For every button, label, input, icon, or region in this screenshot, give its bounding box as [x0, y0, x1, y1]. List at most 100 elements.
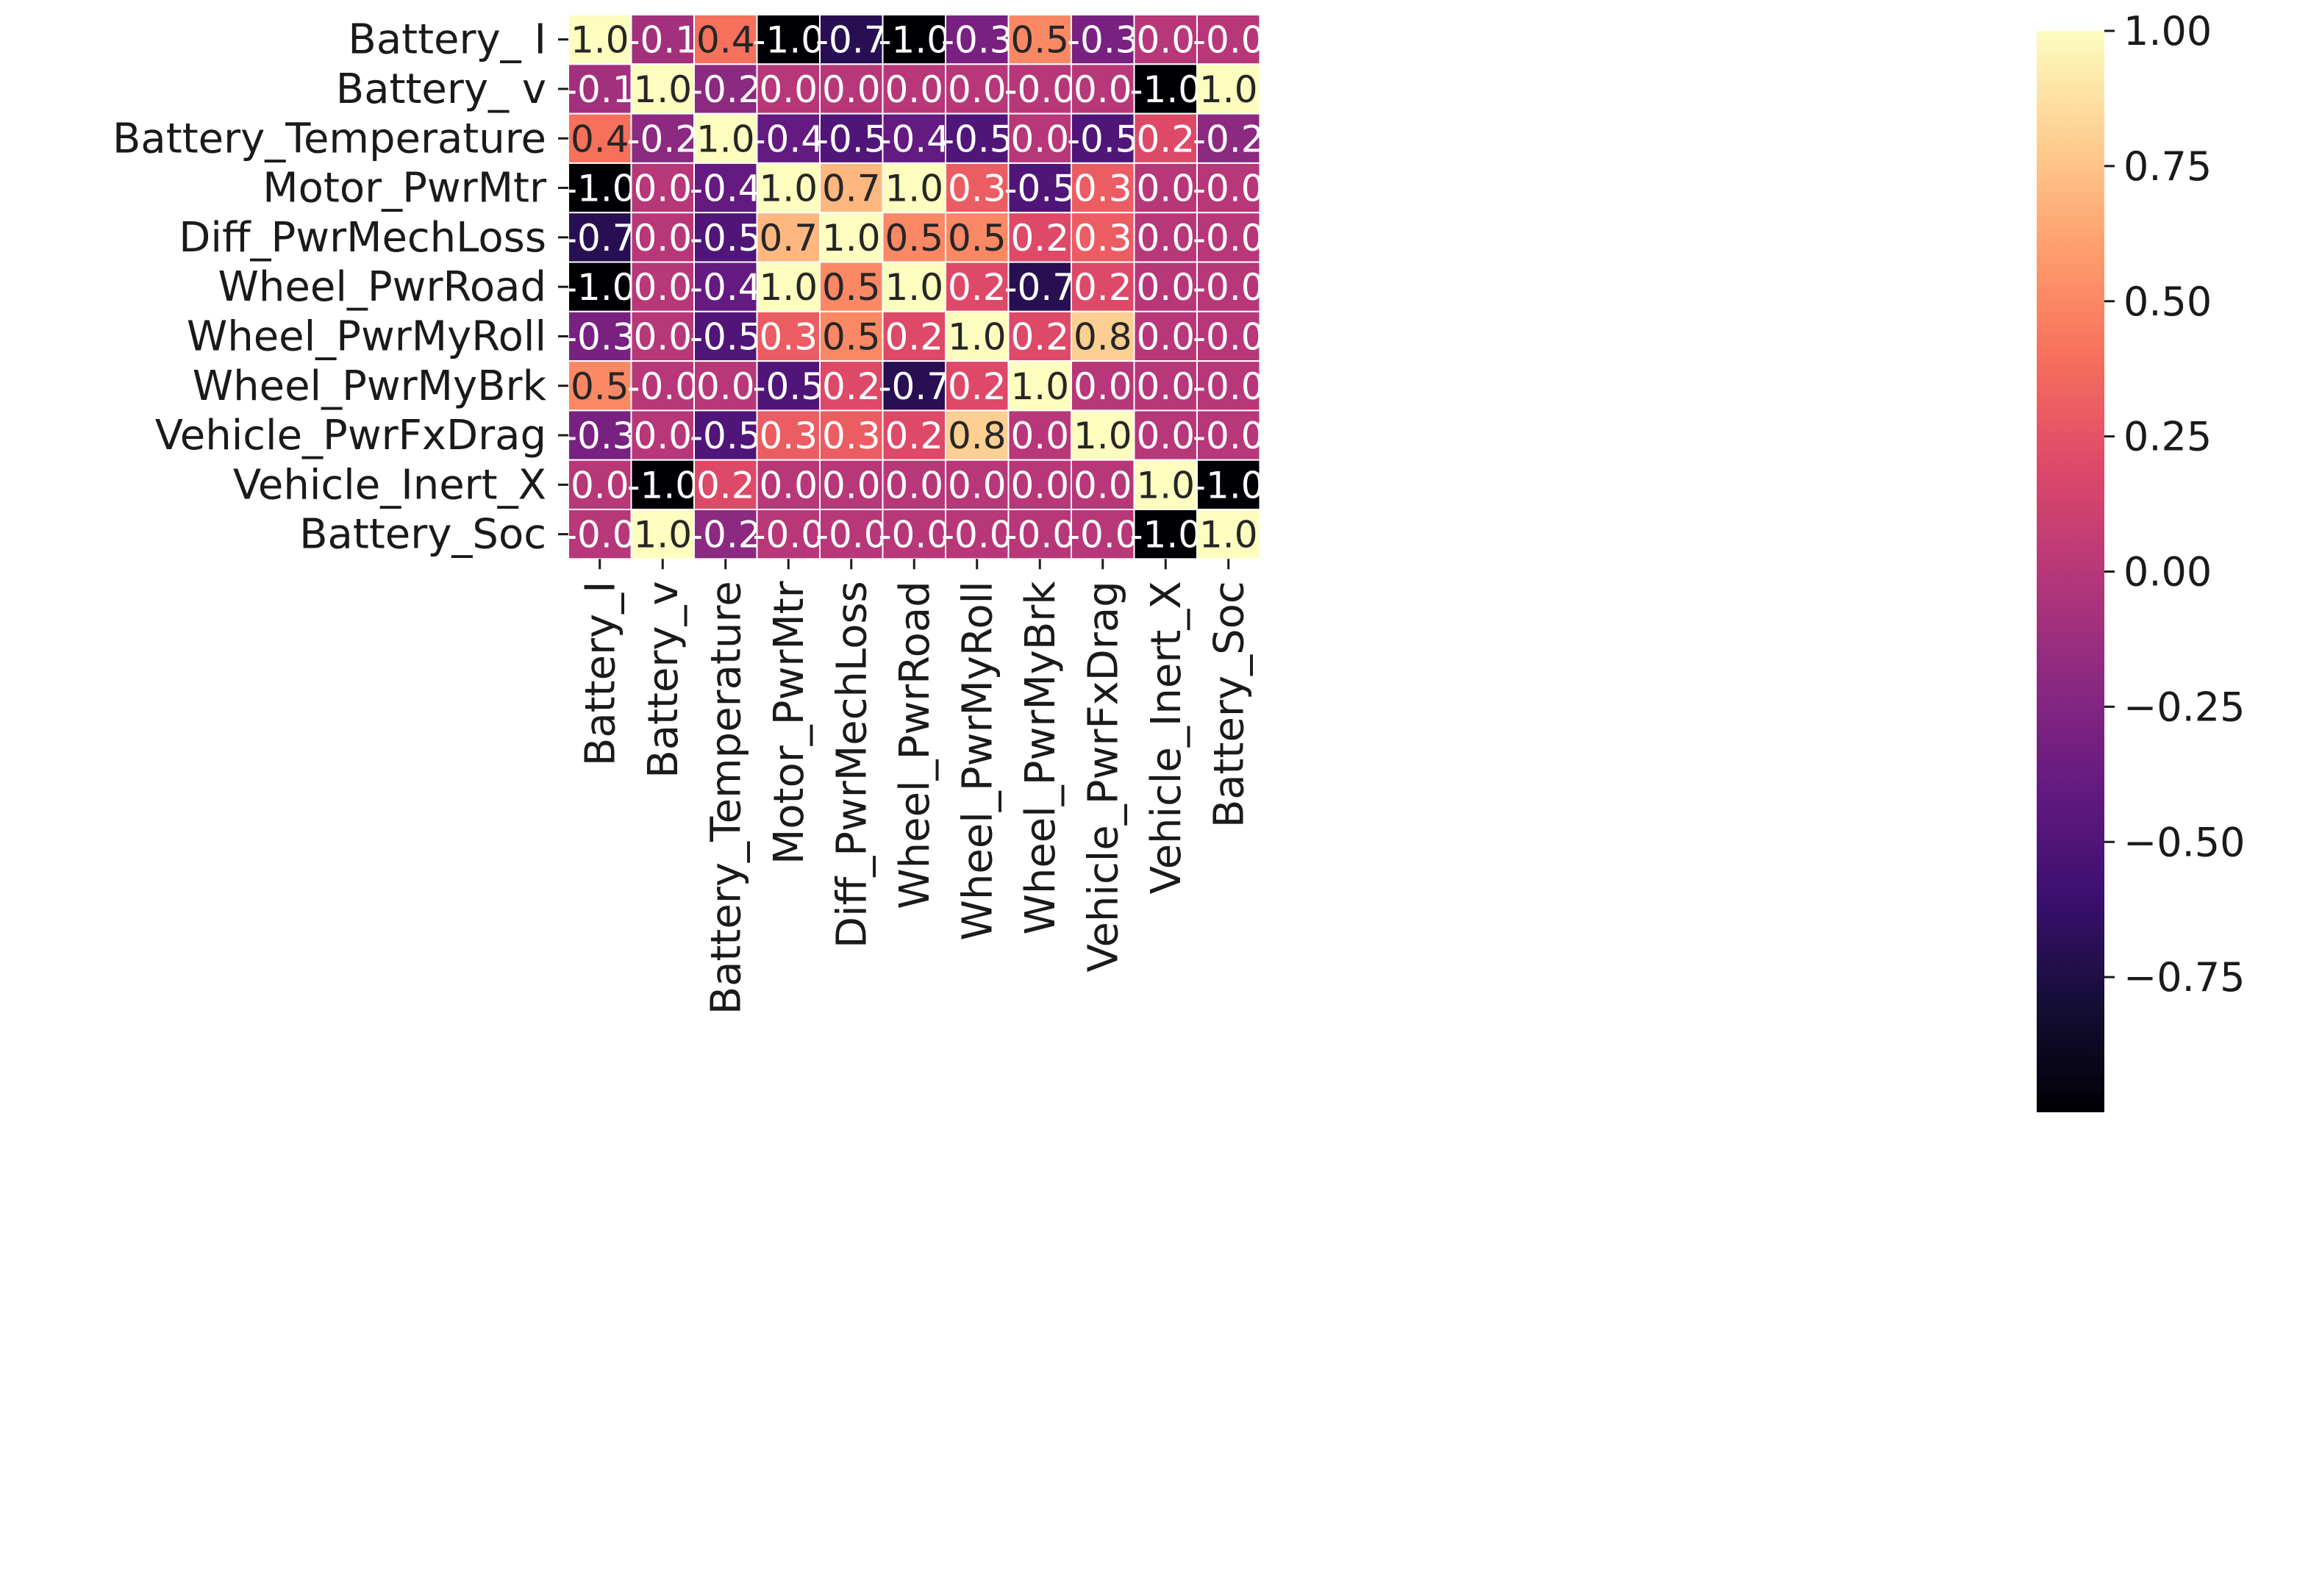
- colorbar-tick-label: −0.50: [2123, 819, 2245, 865]
- heatmap-cell: [568, 261, 632, 312]
- cell-value-label: -1.0: [752, 19, 824, 62]
- heatmap-cell: [568, 360, 632, 412]
- heatmap-cell: [1133, 261, 1198, 312]
- cell-value-label: 1.0: [633, 68, 692, 111]
- heatmap-cell: [945, 63, 1010, 115]
- row-label: Wheel_PwrMyBrk: [193, 362, 547, 410]
- colorbar-tick-label: −0.25: [2123, 684, 2245, 730]
- heatmap-cell: [568, 112, 632, 164]
- cell-value-label: 0.7: [822, 168, 881, 210]
- colorbar-tick-label: −0.75: [2123, 954, 2245, 1001]
- cell-value-label: -0.0: [564, 514, 636, 557]
- heatmap-cell: [1007, 409, 1072, 461]
- heatmap-cell: [756, 261, 821, 312]
- row-label: Vehicle_Inert_X: [233, 461, 546, 509]
- cell-value-label: 1.0: [885, 266, 943, 309]
- heatmap-cell: [756, 360, 821, 412]
- column-label: Vehicle_PwrFxDrag: [1080, 581, 1128, 972]
- cell-value-label: 1.0: [1199, 68, 1258, 111]
- row-label: Battery_ I: [348, 16, 546, 64]
- column-label: Battery_I: [577, 581, 625, 766]
- cell-value-label: -0.3: [1067, 19, 1139, 62]
- cell-value-label: -0.3: [564, 415, 636, 457]
- heatmap-cell: [945, 212, 1010, 263]
- cell-value-label: -0.2: [626, 118, 699, 160]
- cell-value-label: 0.4: [696, 19, 755, 62]
- cell-value-label: -0.5: [690, 315, 762, 358]
- heatmap-cell: [693, 509, 758, 560]
- cell-value-label: 0.0: [1010, 464, 1069, 507]
- column-label: Vehicle_Inert_X: [1143, 581, 1190, 894]
- heatmap-cell: [945, 310, 1010, 362]
- row-label: Diff_PwrMechLoss: [179, 214, 546, 262]
- heatmap-cell: [1133, 63, 1198, 115]
- cell-value-label: 1.0: [948, 315, 1007, 358]
- cell-value-label: 0.3: [822, 415, 881, 457]
- cell-value-label: 0.0: [633, 415, 692, 457]
- cell-value-label: 0.5: [571, 365, 629, 408]
- heatmap-cell: [756, 409, 821, 461]
- heatmap-cell: [1007, 261, 1072, 312]
- column-labels: Battery_I Battery_v Battery_Temperature Mot…: [577, 559, 1254, 1015]
- cell-value-label: -0.0: [1193, 19, 1265, 62]
- cell-value-label: -1.0: [564, 168, 636, 210]
- cell-value-label: 0.5: [885, 217, 943, 260]
- row-label: Motor_PwrMtr: [262, 165, 547, 212]
- heatmap-cell: [630, 14, 695, 65]
- cell-value-label: 0.2: [696, 464, 755, 507]
- cell-value-label: -0.2: [690, 514, 762, 557]
- heatmap-cell: [630, 212, 695, 263]
- cell-value-label: -1.0: [1129, 514, 1201, 557]
- row-label: Battery_Soc: [299, 511, 546, 559]
- cell-value-label: 0.2: [885, 315, 943, 358]
- cell-value-label: 0.2: [1010, 315, 1069, 358]
- column-label: Motor_PwrMtr: [765, 580, 813, 865]
- colorbar-tick-label: 0.00: [2123, 549, 2212, 595]
- colorbar-gradient: [2037, 31, 2104, 1112]
- cell-value-label: -0.0: [1193, 217, 1265, 260]
- row-label: Vehicle_PwrFxDrag: [155, 412, 546, 459]
- cell-value-label: 1.0: [633, 514, 692, 557]
- colorbar-tick-label: 0.75: [2123, 143, 2212, 190]
- heatmap-cell: [1007, 212, 1072, 263]
- heatmap-cell: [819, 63, 884, 115]
- heatmap-cell: [1071, 112, 1135, 164]
- heatmap-cell: [1133, 310, 1198, 362]
- cell-value-label: -0.5: [690, 217, 762, 260]
- cell-value-label: 0.0: [885, 464, 943, 507]
- cell-value-label: 0.2: [1010, 217, 1069, 260]
- cell-value-label: 0.0: [948, 68, 1007, 111]
- cell-value-label: 0.0: [885, 68, 943, 111]
- cell-value-label: -0.2: [1193, 118, 1265, 160]
- heatmap-cell: [693, 261, 758, 312]
- heatmap-cell: [756, 459, 821, 511]
- cell-value-label: 0.2: [1074, 266, 1132, 309]
- cell-value-label: -1.0: [1129, 68, 1201, 111]
- cell-value-label: -0.3: [564, 315, 636, 358]
- cell-value-label: 0.5: [1010, 19, 1069, 62]
- cell-value-label: 0.0: [633, 168, 692, 210]
- cell-value-label: 0.0: [759, 68, 818, 111]
- heatmap-cell: [1071, 14, 1135, 65]
- heatmap-cell: [1196, 63, 1261, 115]
- cell-value-label: -0.5: [941, 118, 1013, 160]
- heatmap-cell: [630, 310, 695, 362]
- cell-value-label: 1.0: [1199, 514, 1258, 557]
- cell-value-label: -0.2: [690, 68, 762, 111]
- row-label: Wheel_PwrMyRoll: [187, 312, 546, 360]
- heatmap-cell: [1196, 310, 1261, 362]
- heatmap-cell: [1071, 459, 1135, 511]
- cell-value-label: 0.4: [571, 118, 629, 160]
- cell-value-label: 0.7: [759, 217, 818, 260]
- cell-value-label: 0.0: [759, 464, 818, 507]
- row-label: Wheel_PwrRoad: [218, 263, 546, 311]
- column-label: Wheel_PwrMyRoll: [954, 581, 1002, 940]
- cell-value-label: 1.0: [1010, 365, 1069, 408]
- cell-value-label: 0.0: [1136, 217, 1195, 260]
- heatmap-cell: [819, 409, 884, 461]
- cell-value-label: -0.0: [1193, 315, 1265, 358]
- heatmap-cell: [693, 112, 758, 164]
- cell-value-label: 0.0: [822, 464, 881, 507]
- cell-value-label: 1.0: [571, 19, 629, 62]
